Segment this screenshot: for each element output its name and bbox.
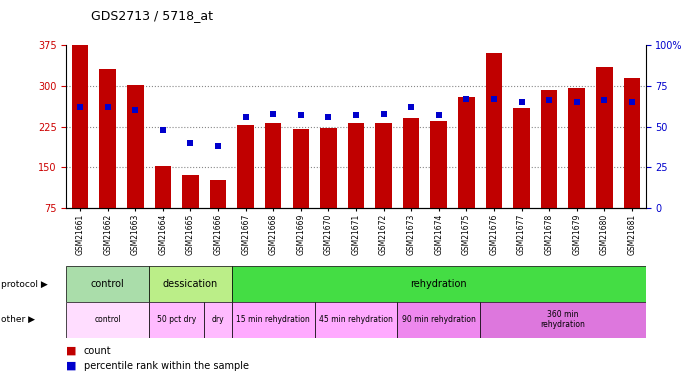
Text: ■: ■ [66,346,77,355]
Point [571,99,582,105]
Point [544,98,555,104]
Bar [623,78,640,249]
Bar [397,302,480,338]
Text: protocol ▶: protocol ▶ [1,280,48,289]
Text: 90 min rehydration: 90 min rehydration [402,315,475,324]
Bar [541,90,558,249]
Text: 360 min
rehydration: 360 min rehydration [540,310,586,329]
Bar [480,302,646,338]
Point [212,143,223,149]
Point [267,111,279,117]
Bar [127,85,144,249]
Bar [237,125,254,249]
Bar [72,45,89,249]
Bar [348,123,364,249]
Bar [205,302,232,338]
Text: 50 pct dry: 50 pct dry [157,315,196,324]
Bar [320,128,336,249]
Point [350,112,362,118]
Bar [265,123,281,249]
Bar [210,180,226,249]
Text: percentile rank within the sample: percentile rank within the sample [84,361,248,370]
Point [489,96,500,102]
Text: rehydration: rehydration [410,279,467,289]
Point [75,104,86,110]
Bar [458,97,475,249]
Text: control: control [91,279,124,289]
Point [626,99,637,105]
Point [130,107,141,113]
Bar [315,302,397,338]
Bar [486,53,502,249]
Text: dessication: dessication [163,279,218,289]
Text: count: count [84,346,112,355]
Bar [149,302,205,338]
Text: ■: ■ [66,361,77,370]
Point [406,104,417,110]
Point [599,98,610,104]
Point [185,140,196,146]
Text: dry: dry [211,315,224,324]
Bar [292,129,309,249]
Bar [513,108,530,249]
Bar [232,266,646,302]
Bar [403,118,419,249]
Bar [66,302,149,338]
Point [295,112,306,118]
Bar [596,67,613,249]
Bar [182,175,199,249]
Point [461,96,472,102]
Point [322,114,334,120]
Point [240,114,251,120]
Bar [232,302,315,338]
Text: 45 min rehydration: 45 min rehydration [319,315,393,324]
Bar [154,166,171,249]
Bar [66,266,149,302]
Text: control: control [94,315,121,324]
Text: 15 min rehydration: 15 min rehydration [237,315,310,324]
Bar [431,121,447,249]
Point [157,127,168,133]
Bar [99,69,116,249]
Point [102,104,113,110]
Point [378,111,389,117]
Bar [376,123,392,249]
Text: GDS2713 / 5718_at: GDS2713 / 5718_at [91,9,213,22]
Point [516,99,527,105]
Point [433,112,445,118]
Text: other ▶: other ▶ [1,315,36,324]
Bar [149,266,232,302]
Bar [568,88,585,249]
